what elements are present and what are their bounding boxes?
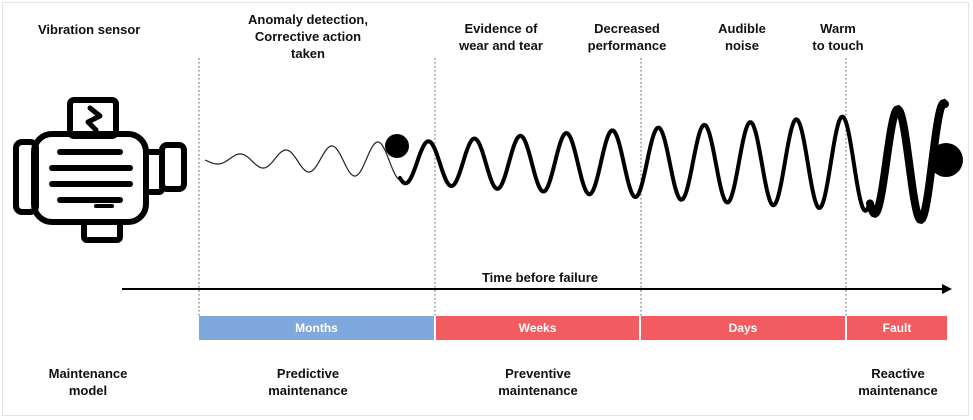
vibration-wave-late: [398, 114, 872, 213]
band-weeks-label: Weeks: [518, 321, 557, 335]
band-months-label: Months: [295, 321, 338, 335]
band-weeks: Weeks: [436, 316, 639, 340]
diagram-frame: [2, 2, 969, 416]
failure-marker: [929, 143, 963, 177]
electric-motor-icon: [13, 97, 187, 243]
timeline-arrow-head: [942, 284, 952, 294]
symptom-wear-label: Evidence of wear and tear: [459, 21, 543, 53]
maintenance-model-heading: Maintenance model: [48, 366, 128, 398]
vibration-sensor-label: Vibration sensor: [38, 22, 141, 37]
vibration-wave-early: [204, 141, 401, 181]
symptom-noise-label: Audible noise: [718, 21, 766, 53]
symptom-performance-label: Decreased performance: [587, 21, 667, 53]
band-fault: Fault: [847, 316, 947, 340]
timeline-label: Time before failure: [481, 270, 599, 285]
band-months: Months: [199, 316, 434, 340]
band-days: Days: [641, 316, 845, 340]
symptom-anomaly-label: Anomaly detection, Corrective action tak…: [248, 12, 368, 61]
predictive-maintenance-label: Predictive maintenance: [268, 366, 348, 398]
reactive-maintenance-label: Reactive maintenance: [858, 366, 938, 398]
band-fault-label: Fault: [882, 321, 912, 335]
preventive-maintenance-label: Preventive maintenance: [498, 366, 578, 398]
symptom-warm-label: Warm to touch: [812, 21, 864, 53]
band-days-label: Days: [728, 321, 758, 335]
anomaly-marker: [385, 134, 409, 158]
